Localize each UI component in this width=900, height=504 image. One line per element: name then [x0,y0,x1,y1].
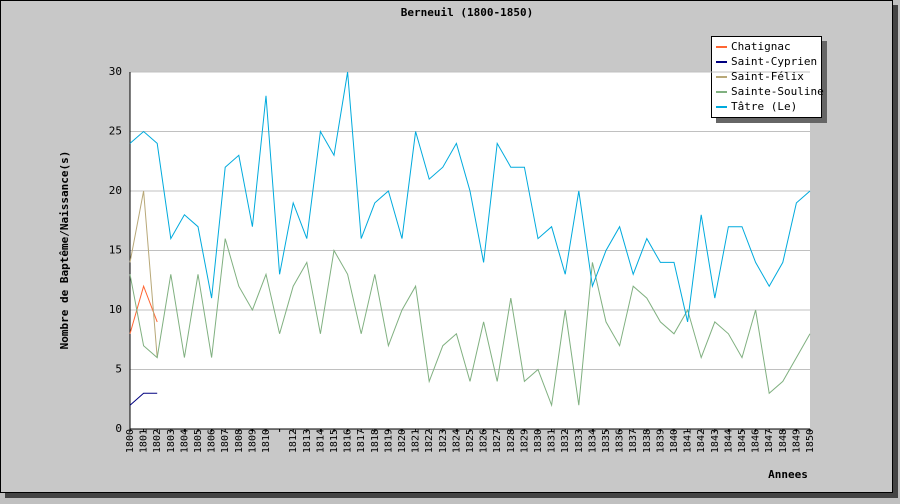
x-tick-label: 1831 [547,429,558,453]
x-tick-label: 1812 [288,429,299,453]
x-tick-label: 1827 [492,429,503,453]
x-tick-label: 1808 [234,429,245,453]
x-tick-label: 1819 [383,429,394,453]
x-tick-label: 1809 [247,429,258,453]
x-tick-label: 1835 [601,429,612,453]
x-tick-label: 1801 [139,429,150,453]
y-tick-label: 10 [109,303,122,316]
x-tick-label: 1800 [125,429,136,453]
y-tick-label: 0 [115,422,122,435]
y-tick-label: 30 [109,65,122,78]
series-line [129,71,811,323]
series-line [129,238,811,408]
legend-label: Chatignac [731,40,791,53]
x-axis-label: Annees [768,468,808,481]
x-tick-label: 1829 [519,429,530,453]
x-tick-label: 1818 [370,429,381,453]
x-tick-label: 1805 [193,429,204,453]
x-tick-label: 1834 [587,429,598,453]
x-tick-label: 1813 [302,429,313,453]
x-tick-label: 1847 [764,429,775,453]
x-tick-label: 1843 [710,429,721,453]
x-tick-label: 1803 [166,429,177,453]
x-tick-label: 1825 [465,429,476,453]
x-tick-label: 1822 [424,429,435,453]
x-tick-label: 1832 [560,429,571,453]
x-tick-label: 1840 [669,429,680,453]
y-axis-label: Nombre de Baptême/Naissance(s) [58,151,71,350]
legend [711,36,822,118]
x-tick-label: 1817 [356,429,367,453]
x-tick-label: 1848 [778,429,789,453]
legend-label: Saint-Cyprien [731,55,817,68]
legend-label: Sainte-Souline [731,85,824,98]
legend-label: Saint-Félix [731,70,804,83]
x-tick-label: 1824 [451,429,462,453]
chart-title: Berneuil (1800-1850) [401,6,533,19]
x-tick-label: 1807 [220,429,231,453]
x-tick-label: 1828 [506,429,517,453]
x-tick-label: 1838 [642,429,653,453]
x-tick-label: 1841 [683,429,694,453]
x-tick-label: 1844 [723,429,734,453]
y-tick-label: 25 [109,125,122,138]
y-tick-label: 20 [109,184,122,197]
x-tick-label: 1802 [152,429,163,453]
x-tick-label: 1849 [791,429,802,453]
y-tick-label: 15 [109,244,122,257]
x-tick-label: 1821 [411,429,422,453]
x-tick-label: 1815 [329,429,340,453]
x-tick-label: 1845 [737,429,748,453]
x-tick-label: 1846 [751,429,762,453]
x-tick-label: 1806 [207,429,218,453]
x-tick-label: 1833 [574,429,585,453]
series-line [129,284,158,334]
x-tick-label: 1850 [805,429,816,453]
x-tick-label: 1814 [315,429,326,453]
x-tick-label: 1820 [397,429,408,453]
x-tick-label: 1804 [179,429,190,453]
x-tick-label: 1816 [343,429,354,453]
series-line [129,392,158,406]
x-tick-label: 1839 [655,429,666,453]
x-tick-label: 1842 [696,429,707,453]
x-tick-label: 1810 [261,429,272,453]
x-tick-label: 1837 [628,429,639,453]
y-tick-label: 5 [115,363,122,376]
legend-label: Tâtre (Le) [731,100,797,113]
series-line [129,190,158,358]
x-tick-label: 1823 [438,429,449,453]
x-tick-label: 1836 [615,429,626,453]
x-tick-label: 1830 [533,429,544,453]
x-tick-label: 1826 [479,429,490,453]
